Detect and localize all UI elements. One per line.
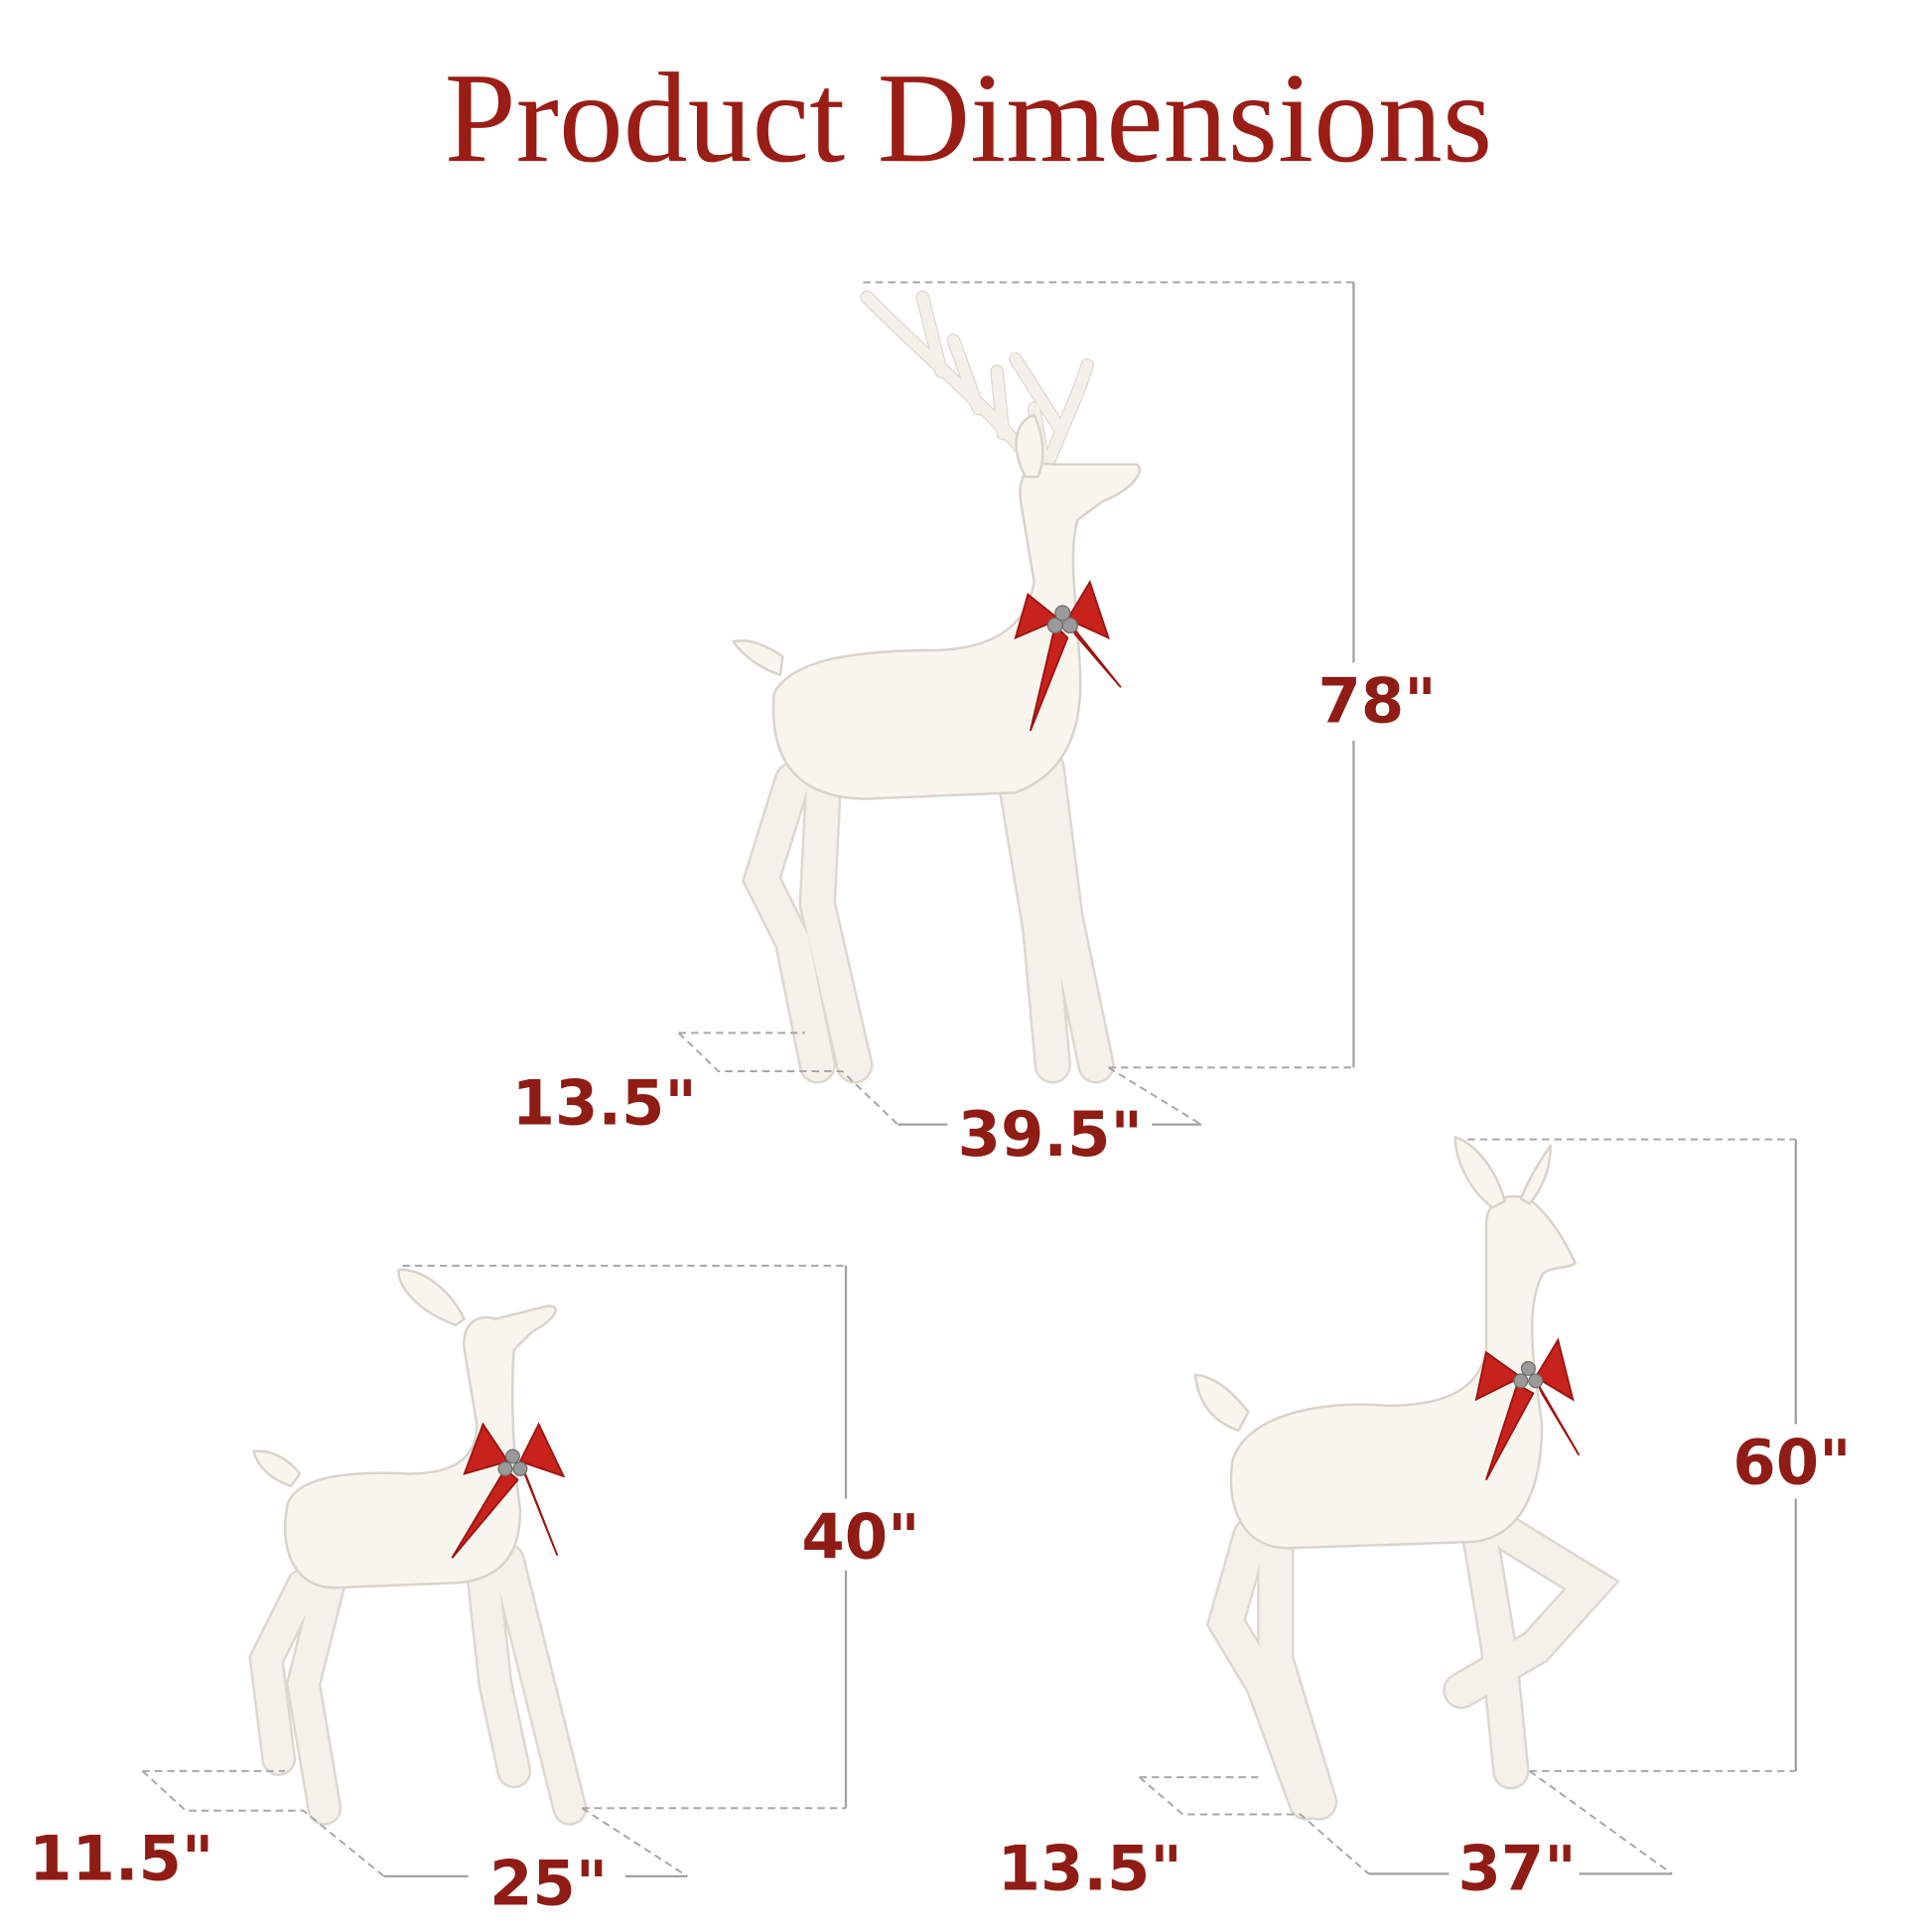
page-title: Product Dimensions	[445, 47, 1493, 190]
fawn-dimension-lines	[141, 1264, 848, 1877]
fawn-bow	[451, 1422, 566, 1559]
doe-bow	[1474, 1337, 1581, 1481]
fawn-height-label: 40"	[801, 1500, 919, 1573]
stag-figure: 78" 13.5" 39.5"	[512, 281, 1437, 1171]
stag-length-label: 39.5"	[958, 1098, 1143, 1171]
doe-length-label: 37"	[1457, 1833, 1576, 1905]
stag-bow	[1014, 580, 1122, 732]
doe-height-label: 60"	[1732, 1426, 1851, 1498]
stag-height-label: 78"	[1318, 664, 1437, 737]
doe-image	[1193, 1135, 1620, 1821]
stag-depth-label: 13.5"	[512, 1067, 697, 1140]
fawn-image	[248, 1268, 588, 1826]
stag-image	[732, 290, 1142, 1084]
doe-dimension-lines	[1138, 1138, 1797, 1875]
doe-depth-label: 13.5"	[998, 1833, 1182, 1905]
fawn-length-label: 25"	[489, 1848, 608, 1920]
doe-figure: 60" 13.5" 37"	[998, 1135, 1852, 1905]
fawn-figure: 40" 11.5" 25"	[29, 1264, 920, 1920]
stag-dimension-lines	[677, 281, 1355, 1126]
fawn-depth-label: 11.5"	[29, 1823, 213, 1895]
